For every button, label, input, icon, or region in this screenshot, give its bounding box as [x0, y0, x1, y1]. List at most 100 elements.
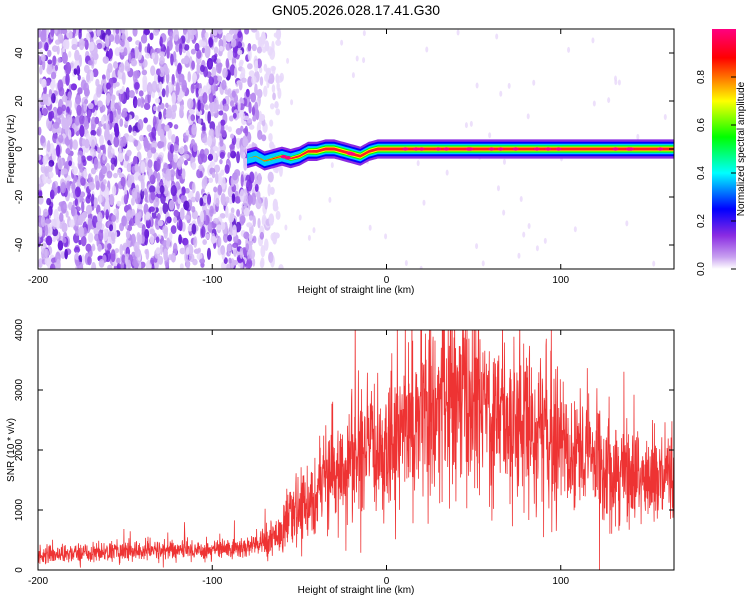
heatmap-noise-cell — [502, 158, 506, 165]
heatmap-noise-cell — [113, 172, 118, 179]
heatmap-noise-cell — [98, 172, 104, 182]
heatmap-noise-cell — [445, 169, 449, 176]
heatmap-noise-cell — [102, 153, 106, 161]
heatmap-noise-cell — [543, 237, 547, 244]
heatmap-noise-cell — [76, 65, 81, 76]
heatmap-noise-cell — [87, 102, 94, 110]
heatmap-noise-cell — [75, 94, 81, 105]
heatmap-noise-cell — [143, 136, 149, 149]
heatmap-noise-cell — [121, 215, 127, 227]
heatmap-noise-cell — [264, 196, 268, 210]
heatmap-noise-cell — [46, 197, 52, 206]
heatmap-noise-cell — [267, 171, 274, 183]
heatmap-noise-cell — [146, 143, 153, 151]
heatmap-noise-cell — [196, 252, 203, 261]
heatmap-noise-cell — [535, 245, 539, 252]
heatmap-noise-cell — [248, 124, 255, 130]
heatmap-hot-spot — [280, 154, 287, 159]
heatmap-noise-cell — [254, 183, 259, 192]
heatmap-x-ticks: -200 -100 0 100 — [28, 29, 570, 286]
heatmap-noise-cell — [116, 168, 122, 176]
heatmap-noise-cell — [502, 209, 506, 216]
heatmap-noise-cell — [104, 128, 110, 141]
heatmap-noise-cell — [271, 40, 275, 53]
heatmap-noise-cell — [133, 188, 138, 200]
heatmap-noise-cell — [625, 220, 629, 227]
heatmap-noise-cell — [157, 140, 164, 149]
heatmap-noise-cell — [165, 168, 172, 182]
heatmap-noise-cell — [193, 236, 198, 248]
heatmap-noise-cell — [90, 193, 95, 207]
heatmap-noise-cell — [132, 29, 138, 37]
heatmap-noise-cell — [114, 102, 120, 110]
heatmap-noise-cell — [47, 140, 51, 153]
heatmap-noise-cell — [219, 158, 223, 165]
heatmap-noise-cell — [51, 45, 58, 52]
heatmap-noise-cell — [108, 48, 113, 59]
heatmap-noise-cell — [205, 233, 210, 240]
heatmap-noise-cell — [155, 236, 160, 244]
heatmap-noise-cell — [243, 231, 250, 240]
heatmap-noise-cell — [106, 170, 113, 179]
heatmap-noise-cell — [77, 74, 81, 81]
heatmap-noise-cell — [237, 99, 241, 112]
heatmap-noise-cell — [149, 32, 154, 41]
heatmap-noise-cell — [57, 79, 64, 92]
heatmap-noise-cell — [240, 174, 244, 188]
heatmap-noise-cell — [187, 225, 193, 232]
heatmap-noise-cell — [200, 210, 205, 223]
heatmap-noise-cell — [61, 29, 68, 35]
heatmap-noise-cell — [139, 134, 144, 142]
heatmap-noise-cell — [227, 49, 234, 61]
heatmap-noise-cell — [126, 149, 132, 157]
heatmap-noise-cell — [527, 223, 531, 230]
heatmap-noise-cell — [220, 119, 226, 126]
heatmap-noise-cell — [90, 167, 97, 175]
heatmap-noise-cell — [181, 168, 186, 180]
heatmap-noise-cell — [65, 210, 69, 218]
heatmap-noise-cell — [75, 251, 79, 261]
heatmap-noise-cell — [248, 70, 255, 77]
heatmap-noise-cell — [362, 57, 366, 64]
heatmap-noise-cell — [239, 215, 246, 224]
heatmap-noise-cell — [81, 211, 88, 219]
heatmap-noise-cell — [173, 209, 179, 217]
heatmap-noise-cell — [195, 87, 200, 98]
snr-x-ticks: -200 -100 0 100 — [28, 330, 570, 587]
snr-panel: -200 -100 0 100 0 1000 2000 3000 4000 Height of… — [6, 318, 675, 596]
heatmap-noise-cell — [278, 164, 283, 177]
heatmap-noise-cell — [59, 212, 64, 222]
heatmap-noise-cell — [290, 99, 294, 106]
heatmap-noise-cell — [183, 153, 190, 159]
heatmap-noise-cell — [591, 37, 595, 44]
heatmap-noise-cell — [96, 42, 103, 50]
heatmap-noise-cell — [42, 155, 48, 165]
heatmap-noise-cell — [40, 135, 46, 144]
heatmap-noise-cell — [159, 56, 165, 65]
heatmap-noise-cell — [425, 46, 429, 53]
heatmap-noise-cell — [183, 135, 189, 142]
heatmap-noise-cell — [166, 216, 172, 224]
heatmap-noise-cell — [663, 113, 667, 120]
heatmap-noise-cell — [118, 88, 124, 95]
heatmap-noise-cell — [216, 58, 221, 64]
heatmap-noise-cell — [105, 209, 109, 220]
heatmap-noise-cell — [159, 36, 163, 47]
heatmap-noise-cell — [259, 113, 266, 121]
heatmap-noise-cell — [86, 155, 93, 161]
heatmap-noise-cell — [49, 110, 55, 119]
heatmap-noise-cell — [175, 135, 179, 145]
heatmap-noise-cell — [225, 58, 230, 69]
heatmap-noise-cell — [522, 231, 526, 238]
heatmap-noise-cell — [257, 217, 261, 229]
colorbar-tick-label: 0.4 — [696, 166, 707, 180]
heatmap-noise-cell — [208, 177, 214, 183]
heatmap-noise-cell — [419, 265, 423, 269]
heatmap-noise-cell — [57, 205, 62, 212]
heatmap-noise-cell — [38, 42, 42, 50]
heatmap-noise-cell — [77, 87, 83, 95]
heatmap-noise-cell — [275, 168, 279, 174]
heatmap-noise-cell — [264, 40, 270, 52]
heatmap-noise-cell — [84, 98, 89, 105]
heatmap-noise-cell — [201, 153, 208, 163]
